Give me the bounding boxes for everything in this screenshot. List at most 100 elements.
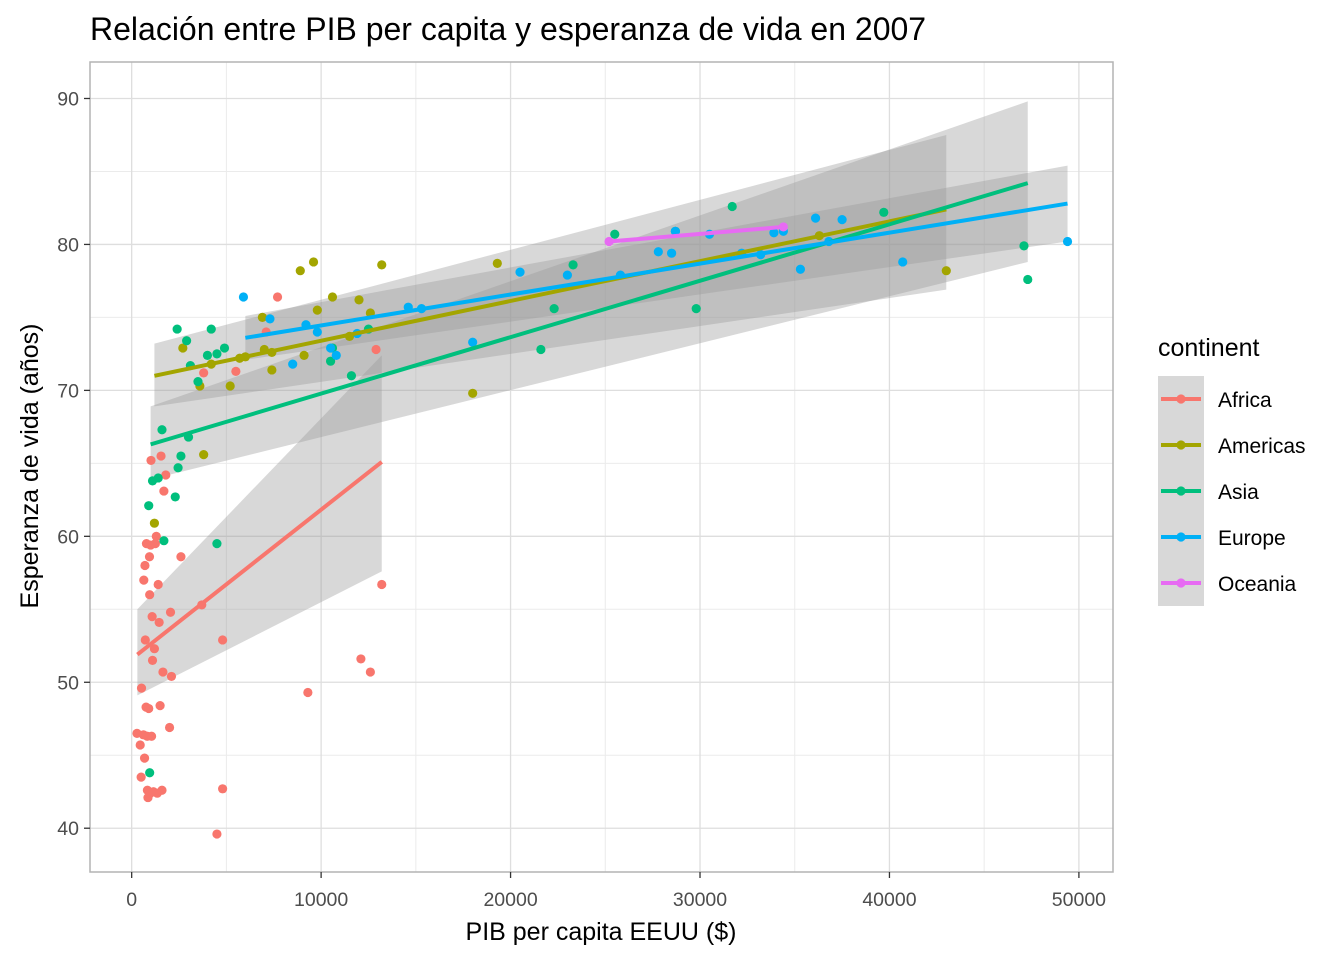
data-point-asia xyxy=(202,350,213,360)
data-point-americas xyxy=(257,312,267,323)
gridlines xyxy=(90,62,1113,872)
data-point-africa xyxy=(140,560,150,571)
data-point-americas xyxy=(468,388,478,398)
legend-title: continent xyxy=(1158,334,1260,362)
legend-label: Africa xyxy=(1218,389,1272,412)
data-point-asia xyxy=(691,304,701,314)
data-point-africa xyxy=(272,292,283,302)
data-point-africa xyxy=(147,611,157,622)
data-point-asia xyxy=(170,492,180,502)
data-point-asia xyxy=(1023,274,1033,285)
legend-key-point xyxy=(1176,532,1186,542)
data-point-asia xyxy=(157,425,167,435)
y-axis-tick-label: 80 xyxy=(57,234,79,256)
x-axis-tick-label: 20000 xyxy=(483,889,537,911)
data-point-africa xyxy=(140,635,150,645)
data-point-africa xyxy=(149,644,160,654)
data-point-asia xyxy=(145,768,155,778)
data-point-asia xyxy=(193,377,203,387)
confidence-band-africa xyxy=(137,355,382,696)
data-point-americas xyxy=(308,257,319,267)
data-point-asia xyxy=(153,473,163,483)
data-point-africa xyxy=(150,539,160,549)
legend-key-point xyxy=(1176,578,1186,588)
data-point-americas xyxy=(199,449,209,460)
data-point-asia xyxy=(172,324,182,334)
x-axis-label: PIB per capita EEUU ($) xyxy=(466,918,737,946)
data-point-africa xyxy=(144,552,155,562)
x-axis-tick-label: 0 xyxy=(126,889,137,911)
legend-key-point xyxy=(1176,440,1186,450)
data-point-asia xyxy=(144,501,154,511)
data-point-africa xyxy=(165,607,176,617)
data-point-americas xyxy=(312,305,322,315)
data-point-asia xyxy=(212,539,222,549)
y-axis-tick-label: 70 xyxy=(57,380,79,402)
data-point-asia xyxy=(346,371,357,381)
data-point-africa xyxy=(136,772,146,782)
data-point-europe xyxy=(325,343,336,353)
legend-label: Americas xyxy=(1218,435,1306,458)
trend-line-americas xyxy=(153,207,947,378)
data-point-africa xyxy=(146,455,156,466)
data-point-europe xyxy=(769,228,779,238)
data-point-africa xyxy=(156,451,166,461)
data-point-africa xyxy=(176,552,186,562)
trend-lines xyxy=(136,181,1068,657)
data-point-europe xyxy=(265,314,275,324)
legend-label: Oceania xyxy=(1218,573,1297,596)
y-axis-label: Esperanza de vida (años) xyxy=(16,324,44,609)
y-axis-tick-label: 50 xyxy=(57,672,79,694)
data-point-africa xyxy=(139,575,149,585)
data-point-africa xyxy=(144,703,154,714)
data-point-americas xyxy=(492,258,502,269)
trend-line-europe xyxy=(245,201,1068,340)
legend-label: Europe xyxy=(1218,527,1286,550)
x-axis-tick-label: 40000 xyxy=(862,889,916,911)
data-point-asia xyxy=(325,356,336,366)
data-point-africa xyxy=(166,671,177,682)
data-point-africa xyxy=(212,829,222,839)
data-point-americas xyxy=(354,295,364,305)
data-point-europe xyxy=(331,350,341,360)
data-point-asia xyxy=(212,349,222,359)
confidence-band-europe xyxy=(245,165,1068,360)
data-point-americas xyxy=(225,381,235,391)
x-axis-tick-label: 10000 xyxy=(294,889,348,911)
trend-line-oceania xyxy=(608,224,784,244)
data-point-africa xyxy=(371,344,381,355)
data-point-asia xyxy=(879,207,889,217)
data-point-africa xyxy=(157,785,167,795)
data-point-africa xyxy=(147,655,158,665)
data-point-europe xyxy=(666,248,677,258)
data-point-asia xyxy=(182,336,192,346)
data-point-africa xyxy=(155,701,165,711)
data-point-europe xyxy=(653,247,663,257)
data-point-europe xyxy=(837,215,847,225)
data-point-africa xyxy=(218,784,228,794)
data-point-europe xyxy=(288,359,298,369)
data-point-asia xyxy=(159,536,169,546)
data-point-europe xyxy=(515,267,525,277)
data-point-asia xyxy=(610,229,620,239)
legend-items: Africa Americas Asia Europe Oceania xyxy=(1158,376,1306,606)
data-point-africa xyxy=(164,722,175,733)
data-point-asia xyxy=(549,304,559,314)
data-point-africa xyxy=(303,687,313,698)
data-point-asia xyxy=(176,451,186,461)
data-point-africa xyxy=(218,635,228,645)
data-point-africa xyxy=(199,368,209,378)
data-point-asia xyxy=(219,343,230,353)
data-point-europe xyxy=(795,264,806,274)
legend-key-point xyxy=(1176,486,1186,496)
data-point-africa xyxy=(161,470,171,480)
data-point-africa xyxy=(158,667,168,677)
data-point-americas xyxy=(327,292,338,302)
data-point-africa xyxy=(231,366,241,377)
data-point-europe xyxy=(670,226,680,236)
chart-title: Relación entre PIB per capita y esperanz… xyxy=(90,11,926,47)
data-point-americas xyxy=(295,266,305,276)
data-point-africa xyxy=(377,579,387,590)
